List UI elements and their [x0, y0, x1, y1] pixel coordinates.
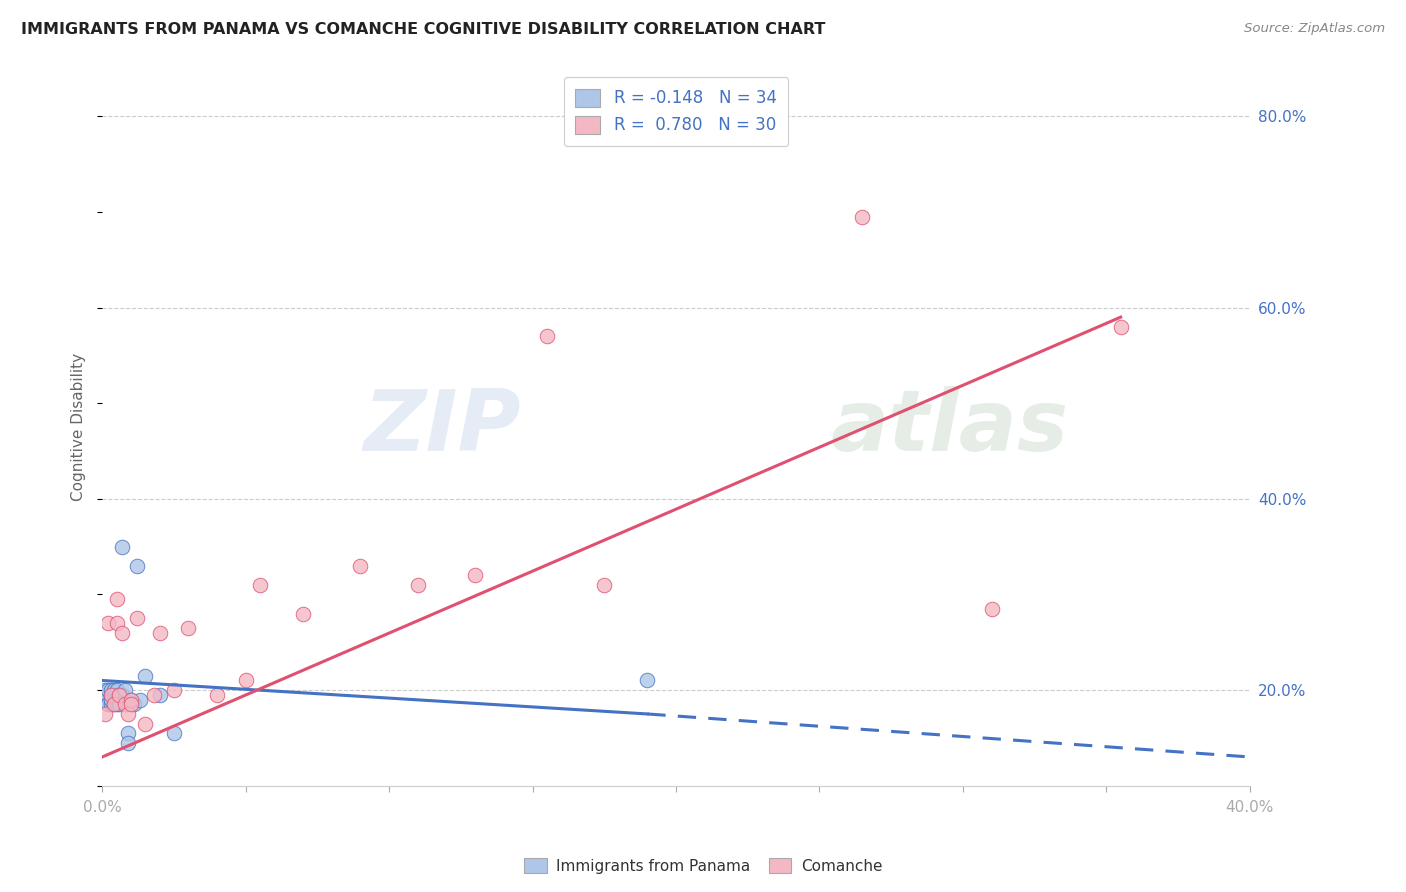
- Point: [851, 210, 873, 224]
- Point: [120, 698, 142, 712]
- Point: [149, 625, 172, 640]
- Point: [111, 688, 134, 702]
- Point: [105, 698, 128, 712]
- Point: [114, 683, 136, 698]
- Point: [105, 683, 128, 698]
- Point: [177, 621, 200, 635]
- Point: [100, 683, 122, 698]
- Point: [406, 578, 429, 592]
- Text: Source: ZipAtlas.com: Source: ZipAtlas.com: [1244, 22, 1385, 36]
- Point: [292, 607, 315, 621]
- Point: [536, 329, 558, 343]
- Point: [94, 683, 117, 698]
- Point: [117, 736, 139, 750]
- Point: [122, 698, 145, 712]
- Point: [103, 698, 125, 712]
- Point: [163, 683, 186, 698]
- Point: [111, 625, 134, 640]
- Point: [125, 611, 148, 625]
- Point: [96, 688, 118, 702]
- Point: [249, 578, 271, 592]
- Point: [94, 692, 117, 706]
- Point: [636, 673, 658, 688]
- Point: [97, 616, 120, 631]
- Point: [117, 706, 139, 721]
- Point: [111, 540, 134, 554]
- Point: [105, 592, 128, 607]
- Point: [128, 692, 150, 706]
- Point: [120, 692, 142, 706]
- Point: [205, 688, 228, 702]
- Text: ZIP: ZIP: [364, 385, 522, 468]
- Point: [125, 558, 148, 573]
- Point: [103, 698, 125, 712]
- Legend: Immigrants from Panama, Comanche: Immigrants from Panama, Comanche: [517, 852, 889, 880]
- Point: [105, 692, 128, 706]
- Point: [93, 688, 115, 702]
- Point: [108, 688, 131, 702]
- Point: [108, 698, 131, 712]
- Point: [349, 558, 371, 573]
- Point: [142, 688, 165, 702]
- Text: IMMIGRANTS FROM PANAMA VS COMANCHE COGNITIVE DISABILITY CORRELATION CHART: IMMIGRANTS FROM PANAMA VS COMANCHE COGNI…: [21, 22, 825, 37]
- Point: [114, 698, 136, 712]
- Point: [134, 669, 156, 683]
- Point: [105, 688, 128, 702]
- Point: [100, 688, 122, 702]
- Point: [235, 673, 257, 688]
- Point: [108, 688, 131, 702]
- Point: [163, 726, 186, 740]
- Legend: R = -0.148   N = 34, R =  0.780   N = 30: R = -0.148 N = 34, R = 0.780 N = 30: [564, 77, 789, 146]
- Point: [117, 726, 139, 740]
- Point: [103, 683, 125, 698]
- Point: [108, 692, 131, 706]
- Point: [100, 688, 122, 702]
- Point: [100, 692, 122, 706]
- Point: [593, 578, 616, 592]
- Point: [980, 601, 1002, 615]
- Text: atlas: atlas: [831, 385, 1069, 468]
- Point: [97, 683, 120, 698]
- Point: [97, 698, 120, 712]
- Point: [100, 698, 122, 712]
- Point: [105, 616, 128, 631]
- Point: [94, 706, 117, 721]
- Point: [134, 716, 156, 731]
- Point: [1109, 319, 1132, 334]
- Point: [97, 698, 120, 712]
- Y-axis label: Cognitive Disability: Cognitive Disability: [72, 353, 86, 501]
- Point: [464, 568, 486, 582]
- Point: [149, 688, 172, 702]
- Point: [103, 688, 125, 702]
- Point: [120, 692, 142, 706]
